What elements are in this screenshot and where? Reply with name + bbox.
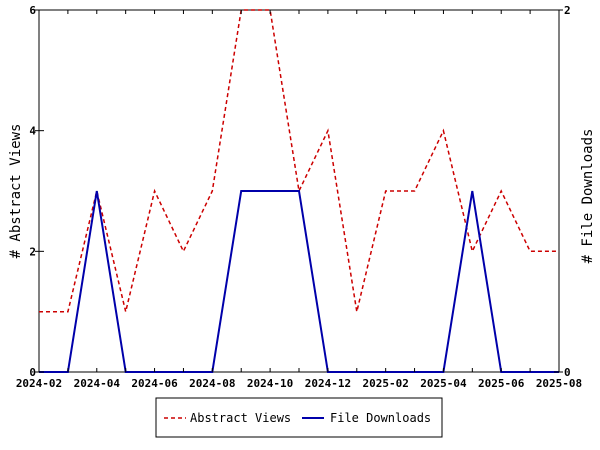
x-tick-label: 2025-08 — [536, 377, 582, 390]
x-tick-label: 2024-06 — [131, 377, 178, 390]
y-axis-title: # Abstract Views — [8, 124, 24, 259]
legend: Abstract Views File Downloads — [155, 397, 443, 438]
x-tick-label: 2024-04 — [74, 377, 121, 390]
legend-label-abstract-views: Abstract Views — [190, 411, 291, 425]
x-tick-label: 2025-06 — [478, 377, 525, 390]
x-tick-label: 2024-08 — [189, 377, 235, 390]
legend-box — [155, 397, 443, 438]
x-tick-label: 2024-12 — [305, 377, 351, 390]
x-tick-label: 2024-02 — [16, 377, 62, 390]
x-tick-label: 2025-02 — [362, 377, 408, 390]
y-tick-label: 0 — [29, 366, 36, 379]
x-tick-label: 2024-10 — [247, 377, 293, 390]
x-tick-label: 2025-04 — [420, 377, 467, 390]
y2-tick-label: 0 — [564, 366, 571, 379]
y-tick-label: 4 — [29, 125, 36, 138]
y-tick-label: 2 — [29, 245, 36, 258]
y2-axis-title: # File Downloads — [580, 129, 596, 264]
y-tick-label: 6 — [29, 4, 36, 17]
legend-label-file-downloads: File Downloads — [330, 411, 431, 425]
y2-tick-label: 2 — [564, 4, 571, 17]
